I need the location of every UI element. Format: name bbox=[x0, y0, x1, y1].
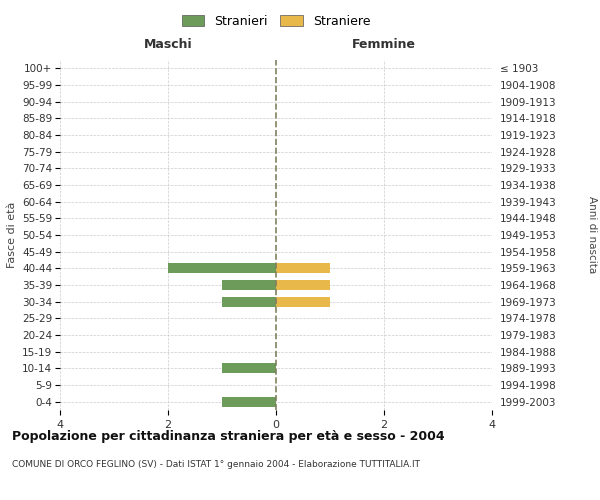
Bar bbox=[222, 364, 276, 374]
Text: COMUNE DI ORCO FEGLINO (SV) - Dati ISTAT 1° gennaio 2004 - Elaborazione TUTTITAL: COMUNE DI ORCO FEGLINO (SV) - Dati ISTAT… bbox=[12, 460, 420, 469]
Bar bbox=[276, 280, 330, 290]
Bar bbox=[222, 280, 276, 290]
Bar bbox=[168, 264, 276, 274]
Bar bbox=[276, 264, 330, 274]
Bar bbox=[222, 296, 276, 306]
Text: Popolazione per cittadinanza straniera per età e sesso - 2004: Popolazione per cittadinanza straniera p… bbox=[12, 430, 445, 443]
Y-axis label: Fasce di età: Fasce di età bbox=[7, 202, 17, 268]
Text: Anni di nascita: Anni di nascita bbox=[587, 196, 597, 274]
Bar bbox=[222, 396, 276, 406]
Bar bbox=[276, 296, 330, 306]
Legend: Stranieri, Straniere: Stranieri, Straniere bbox=[178, 11, 374, 32]
